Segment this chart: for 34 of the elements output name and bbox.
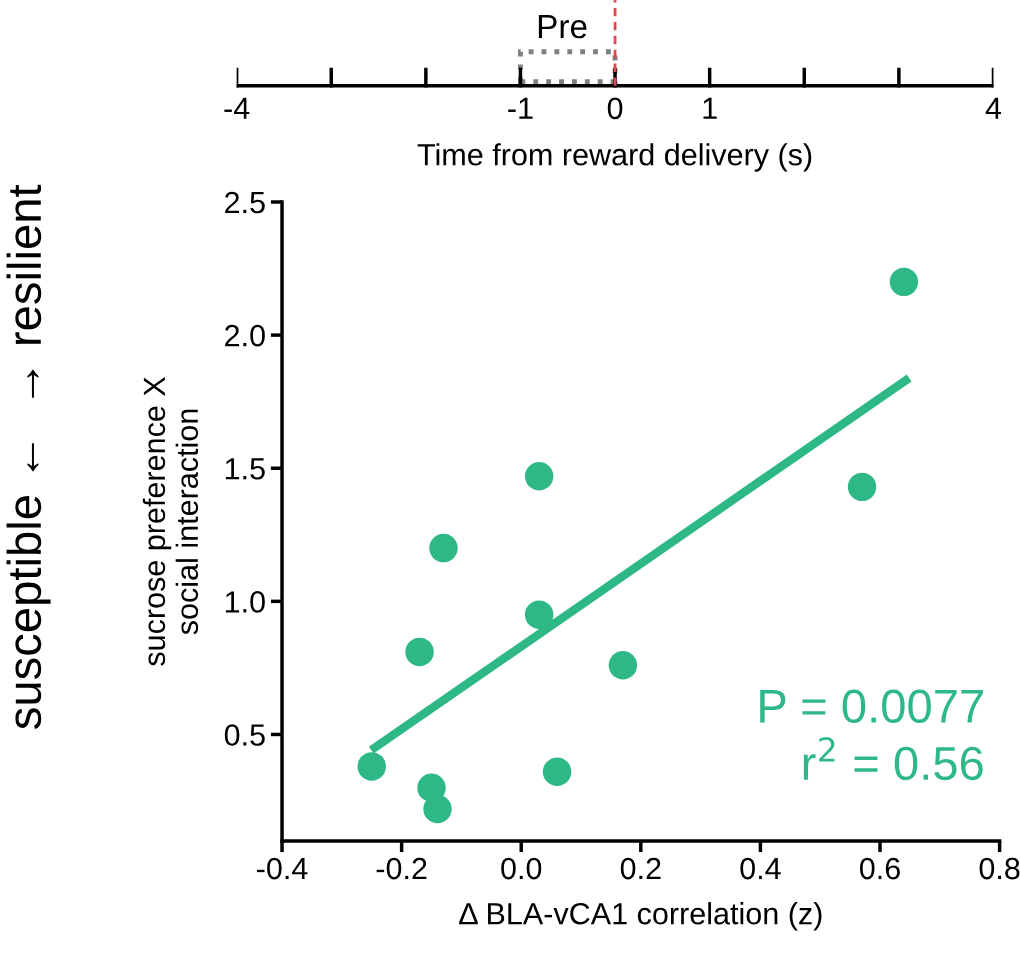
x-tick-label: -0.4 (257, 857, 308, 880)
text: Time from reward delivery (s) (417, 143, 812, 172)
y-tick-label: 1.0 (225, 591, 265, 613)
x-tick-label: 0.8 (979, 857, 1020, 880)
y-tick-label: 1.5 (225, 458, 265, 480)
annotation: P = 0.0077 (760, 689, 983, 724)
x-tick-label: 0.4 (740, 857, 781, 880)
y-tick-label: 2.0 (225, 324, 265, 347)
text: 0 (607, 97, 623, 120)
x-axis-title: Δ BLA-vCA1 correlation (z) (459, 902, 822, 931)
x-tick-label: 0.6 (859, 857, 900, 880)
point (429, 533, 458, 563)
text: 4 (985, 97, 1002, 119)
point (357, 752, 386, 781)
point (423, 794, 452, 824)
text: -1 (508, 97, 533, 119)
annotation: r$^{2}$ = 0.56 (803, 737, 983, 781)
x-tick-label: -0.2 (376, 857, 427, 880)
x-tick-label: 0.0 (501, 857, 542, 880)
y-tick-label: 0.5 (224, 724, 265, 746)
text: Pre (538, 15, 587, 39)
point (524, 461, 554, 491)
point (542, 757, 572, 786)
y-tick-label: 2.5 (225, 191, 265, 214)
text: -4 (224, 97, 250, 119)
point (608, 651, 638, 680)
y-axis-title: sucrose preference X social interaction (142, 376, 199, 666)
text: 1 (703, 97, 717, 119)
point (847, 472, 877, 502)
x-tick-label: 0.2 (620, 857, 661, 880)
point (524, 600, 554, 629)
point (889, 267, 919, 297)
text: susceptible ← → resilient (6, 184, 51, 729)
point (405, 637, 434, 667)
